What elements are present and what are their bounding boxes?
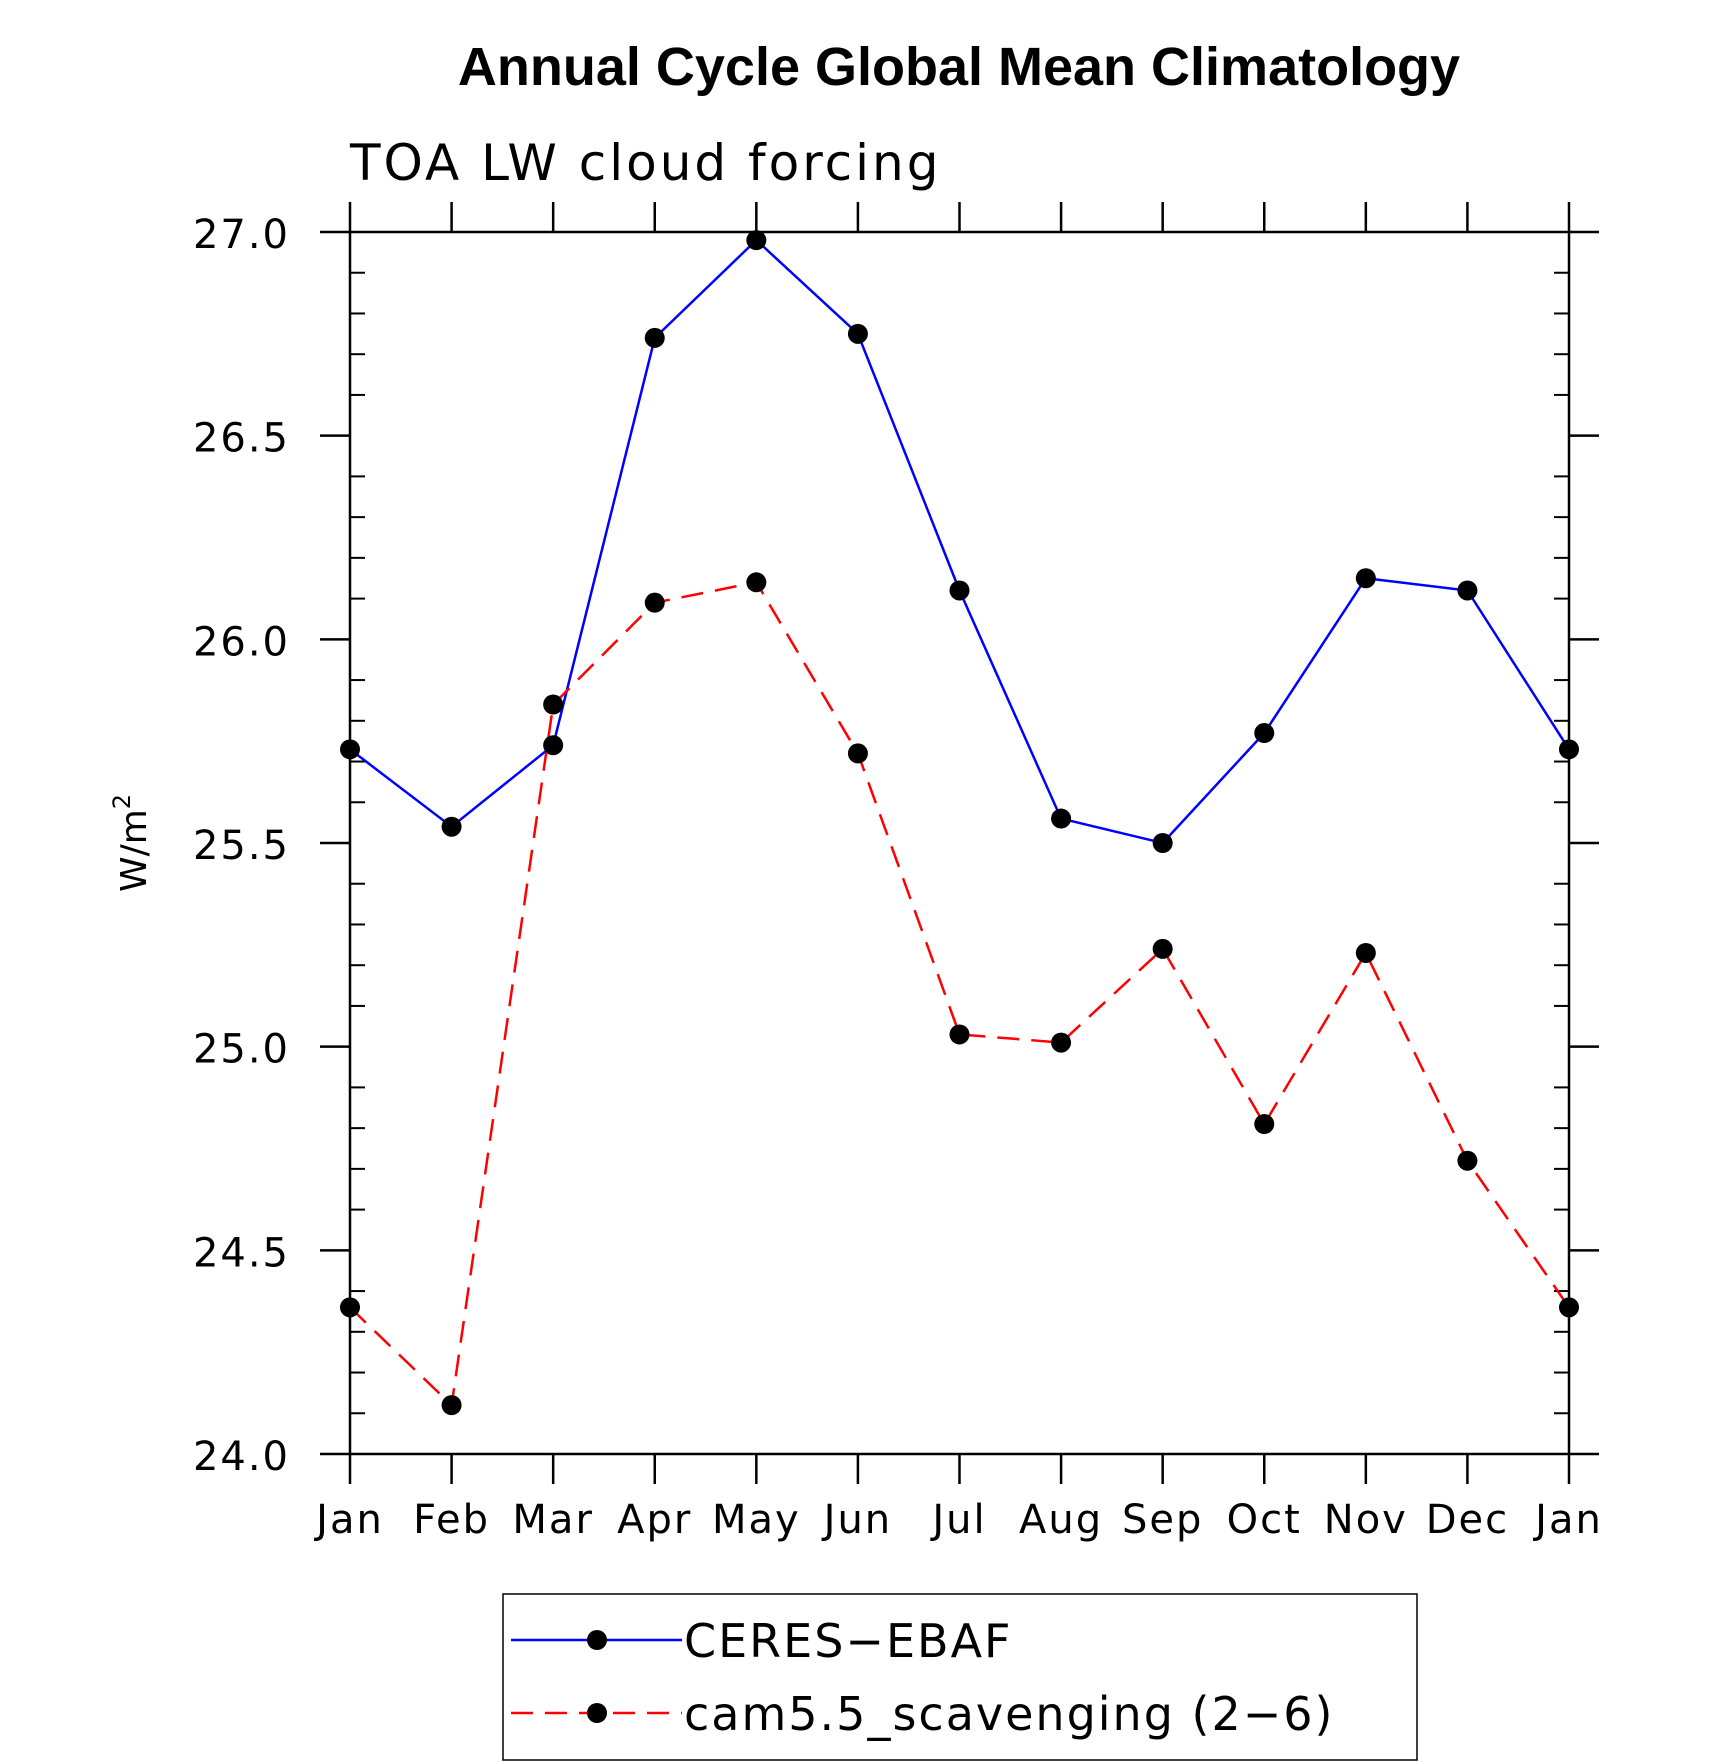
data-point-ceres bbox=[1355, 568, 1376, 589]
plot-frame bbox=[348, 230, 1571, 1456]
y-tick-label: 24.0 bbox=[193, 1434, 290, 1480]
data-point-cam bbox=[1254, 1114, 1275, 1135]
data-point-ceres bbox=[949, 580, 970, 601]
chart-title: Annual Cycle Global Mean Climatology bbox=[458, 37, 1460, 97]
x-tick-label: Jan bbox=[313, 1497, 384, 1543]
y-tick-labels: 24.0 24.5 25.0 25.5 26.0 26.5 27.0 bbox=[193, 212, 290, 1480]
x-tick-label: Nov bbox=[1324, 1497, 1408, 1543]
x-tick-label: Dec bbox=[1426, 1497, 1509, 1543]
data-point-cam bbox=[1152, 938, 1173, 959]
legend-label-cam: cam5.5_scavenging (2−6) bbox=[684, 1687, 1335, 1741]
data-point-ceres bbox=[847, 323, 868, 344]
x-tick-label: Jan bbox=[1532, 1497, 1603, 1543]
chart-subtitle: TOA LW cloud forcing bbox=[349, 134, 941, 192]
y-axis-label-unit: W/m bbox=[114, 809, 155, 892]
y-tick-label: 25.5 bbox=[193, 823, 290, 869]
x-tick-labels: Jan Feb Mar Apr May Jun Jul Aug Sep Oct Nov Dec Jan bbox=[313, 1497, 1603, 1543]
series-line-cam bbox=[349, 580, 1571, 1408]
y-axis-label: W/m2 bbox=[108, 794, 155, 892]
x-tick-label: Jul bbox=[929, 1497, 986, 1543]
data-point-ceres bbox=[1457, 580, 1478, 601]
x-tick-label: Oct bbox=[1227, 1497, 1302, 1543]
x-tick-label: Feb bbox=[413, 1497, 490, 1543]
y-tick-label: 26.0 bbox=[193, 619, 290, 665]
data-point-cam bbox=[1457, 1150, 1478, 1171]
series-line-ceres bbox=[349, 238, 1571, 845]
data-point-ceres bbox=[644, 327, 665, 348]
legend-label-ceres: CERES−EBAF bbox=[684, 1614, 1013, 1668]
data-point-cam bbox=[1355, 942, 1376, 963]
y-tick-label: 27.0 bbox=[193, 212, 290, 258]
data-point-cam bbox=[949, 1024, 970, 1045]
x-tick-label: Jun bbox=[821, 1497, 893, 1543]
y-tick-label: 24.5 bbox=[193, 1230, 290, 1276]
legend-marker-ceres bbox=[587, 1630, 607, 1650]
data-point-ceres bbox=[746, 230, 767, 251]
series-layer bbox=[340, 230, 1579, 1416]
data-point-cam bbox=[441, 1395, 462, 1416]
data-point-ceres bbox=[441, 816, 462, 837]
legend: CERES−EBAF cam5.5_scavenging (2−6) bbox=[502, 1593, 1418, 1761]
data-point-cam bbox=[543, 694, 564, 715]
data-point-cam bbox=[746, 572, 767, 593]
y-axis-label-exponent: 2 bbox=[108, 794, 136, 809]
x-tick-label: Aug bbox=[1019, 1497, 1103, 1543]
legend-box bbox=[502, 1593, 1418, 1761]
x-tick-label: May bbox=[712, 1497, 801, 1543]
data-point-ceres bbox=[543, 735, 564, 756]
x-tick-label: Apr bbox=[617, 1497, 692, 1543]
data-point-cam bbox=[847, 743, 868, 764]
legend-marker-cam bbox=[587, 1703, 607, 1723]
axis-ticks bbox=[320, 202, 1599, 1484]
y-tick-label: 26.5 bbox=[193, 416, 290, 462]
data-point-ceres bbox=[1152, 833, 1173, 853]
x-tick-label: Mar bbox=[512, 1497, 593, 1543]
data-point-cam bbox=[644, 592, 665, 613]
data-point-cam bbox=[1051, 1032, 1072, 1053]
data-point-ceres bbox=[1051, 808, 1072, 829]
x-tick-label: Sep bbox=[1122, 1497, 1203, 1543]
y-tick-label: 25.0 bbox=[193, 1027, 290, 1073]
data-point-ceres bbox=[1254, 723, 1275, 744]
